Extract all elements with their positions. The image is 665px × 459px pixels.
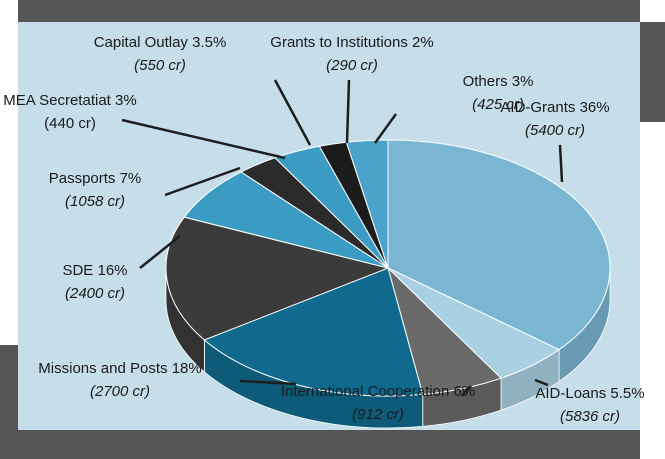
amount-label: (1058 cr) bbox=[65, 193, 125, 210]
category-name: SDE bbox=[62, 262, 93, 279]
labels: AID-Grants 36% (5400 cr) AID-Loans 5.5% (58… bbox=[3, 34, 644, 425]
category-name: Others bbox=[463, 73, 508, 90]
category-name: AID-Loans bbox=[535, 385, 606, 402]
amount-label: (5400 cr) bbox=[525, 122, 585, 139]
frame-left bbox=[0, 345, 18, 435]
category-name: Capital Outlay bbox=[94, 34, 189, 51]
category-name: AID-Grants bbox=[500, 99, 575, 116]
category-name: Missions and Posts bbox=[38, 360, 167, 377]
amount-label: (550 cr) bbox=[134, 57, 186, 74]
leader-line bbox=[461, 385, 471, 397]
frame-top bbox=[18, 0, 640, 22]
percent-label: 6% bbox=[453, 383, 475, 400]
leader-line bbox=[345, 79, 351, 144]
percent-label: 7% bbox=[120, 170, 142, 187]
slice bbox=[203, 267, 424, 397]
pie bbox=[165, 139, 611, 429]
category-name: MEA Secretatiat bbox=[3, 92, 111, 109]
leader-line bbox=[121, 118, 286, 160]
category-name: Grants to Institutions bbox=[270, 34, 408, 51]
slice bbox=[165, 216, 390, 341]
slice-label: MEA Secretatiat 3% bbox=[3, 92, 136, 109]
slice-label: Others 3% bbox=[463, 73, 534, 90]
slice-label: SDE 16% bbox=[62, 262, 127, 279]
slice-label: AID-Grants 36% bbox=[500, 99, 609, 116]
frame-bottom-overlay bbox=[0, 430, 640, 459]
percent-label: 36% bbox=[580, 99, 610, 116]
leader-line bbox=[534, 378, 549, 387]
amount-label: (290 cr) bbox=[326, 57, 378, 74]
leader-line bbox=[239, 379, 297, 386]
amount-label: (912 cr) bbox=[352, 406, 404, 423]
slice-label: International Cooperation 6% bbox=[281, 383, 475, 400]
percent-label: 3% bbox=[115, 92, 137, 109]
amount-label: (2400 cr) bbox=[65, 285, 125, 302]
slice-label: Missions and Posts 18% bbox=[38, 360, 201, 377]
slice-label: Capital Outlay 3.5% bbox=[94, 34, 227, 51]
leader-line bbox=[164, 166, 241, 197]
category-name: International Cooperation bbox=[281, 383, 449, 400]
leader-line bbox=[139, 235, 181, 269]
leader-line bbox=[373, 113, 398, 144]
slice-label: AID-Loans 5.5% bbox=[535, 385, 644, 402]
slice-label: Grants to Institutions 2% bbox=[270, 34, 433, 51]
leader-line bbox=[558, 144, 564, 183]
percent-label: 18% bbox=[172, 360, 202, 377]
slice bbox=[387, 139, 611, 351]
percent-label: 16% bbox=[97, 262, 127, 279]
amount-label: (440 cr) bbox=[44, 115, 96, 132]
frame-right bbox=[638, 22, 665, 122]
amount-label: (2700 cr) bbox=[90, 383, 150, 400]
amount-label: (5836 cr) bbox=[560, 408, 620, 425]
leader-line bbox=[273, 79, 312, 146]
percent-label: 5.5% bbox=[610, 385, 644, 402]
percent-label: 3.5% bbox=[192, 34, 226, 51]
slice-label: Passports 7% bbox=[49, 170, 142, 187]
percent-label: 3% bbox=[512, 73, 534, 90]
percent-label: 2% bbox=[412, 34, 434, 51]
amount-label: (425 cr) bbox=[472, 96, 524, 113]
category-name: Passports bbox=[49, 170, 116, 187]
